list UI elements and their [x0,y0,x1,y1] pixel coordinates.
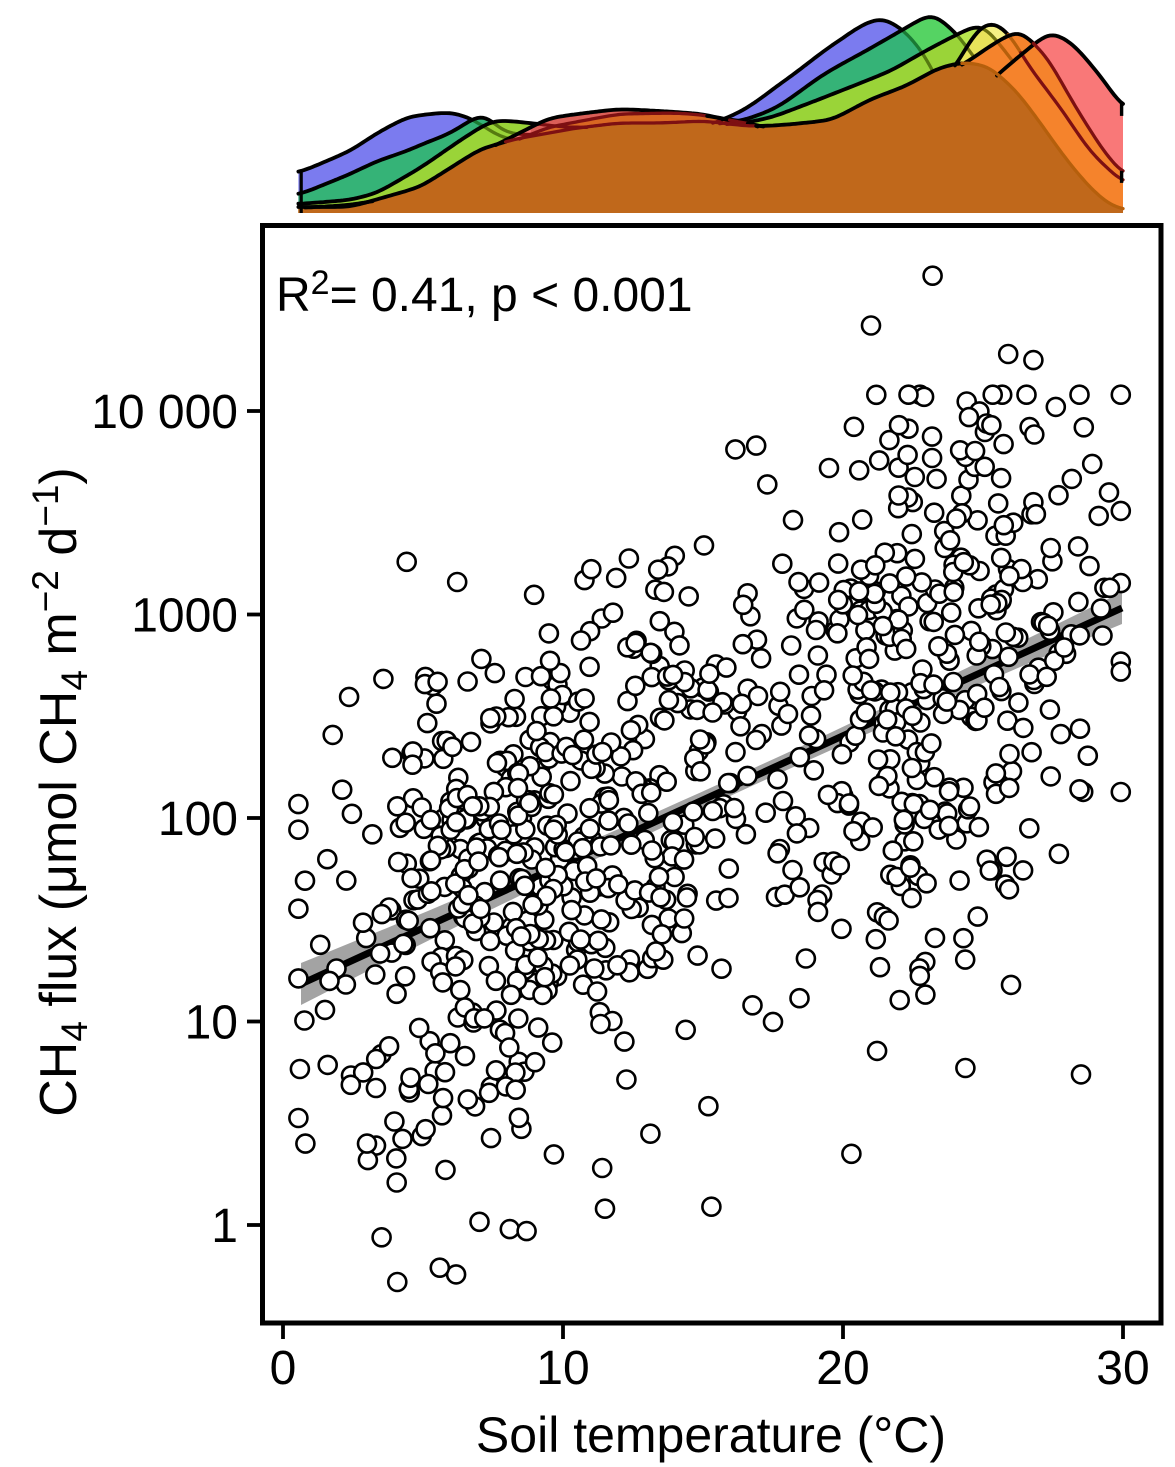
svg-text:30: 30 [1096,1342,1149,1395]
svg-text:10: 10 [536,1342,589,1395]
svg-text:1: 1 [211,1200,238,1253]
svg-text:CH4 flux (μmol CH4 m−2 d−1): CH4 flux (μmol CH4 m−2 d−1) [25,467,95,1117]
svg-text:R2= 0.41, p < 0.001: R2= 0.41, p < 0.001 [276,264,693,322]
svg-text:20: 20 [816,1342,869,1395]
svg-text:Soil temperature (°C): Soil temperature (°C) [476,1407,946,1463]
svg-text:10 000: 10 000 [91,386,238,439]
svg-text:0: 0 [270,1342,297,1395]
svg-text:1000: 1000 [131,590,238,643]
svg-text:10: 10 [185,997,238,1050]
svg-text:100: 100 [158,793,238,846]
